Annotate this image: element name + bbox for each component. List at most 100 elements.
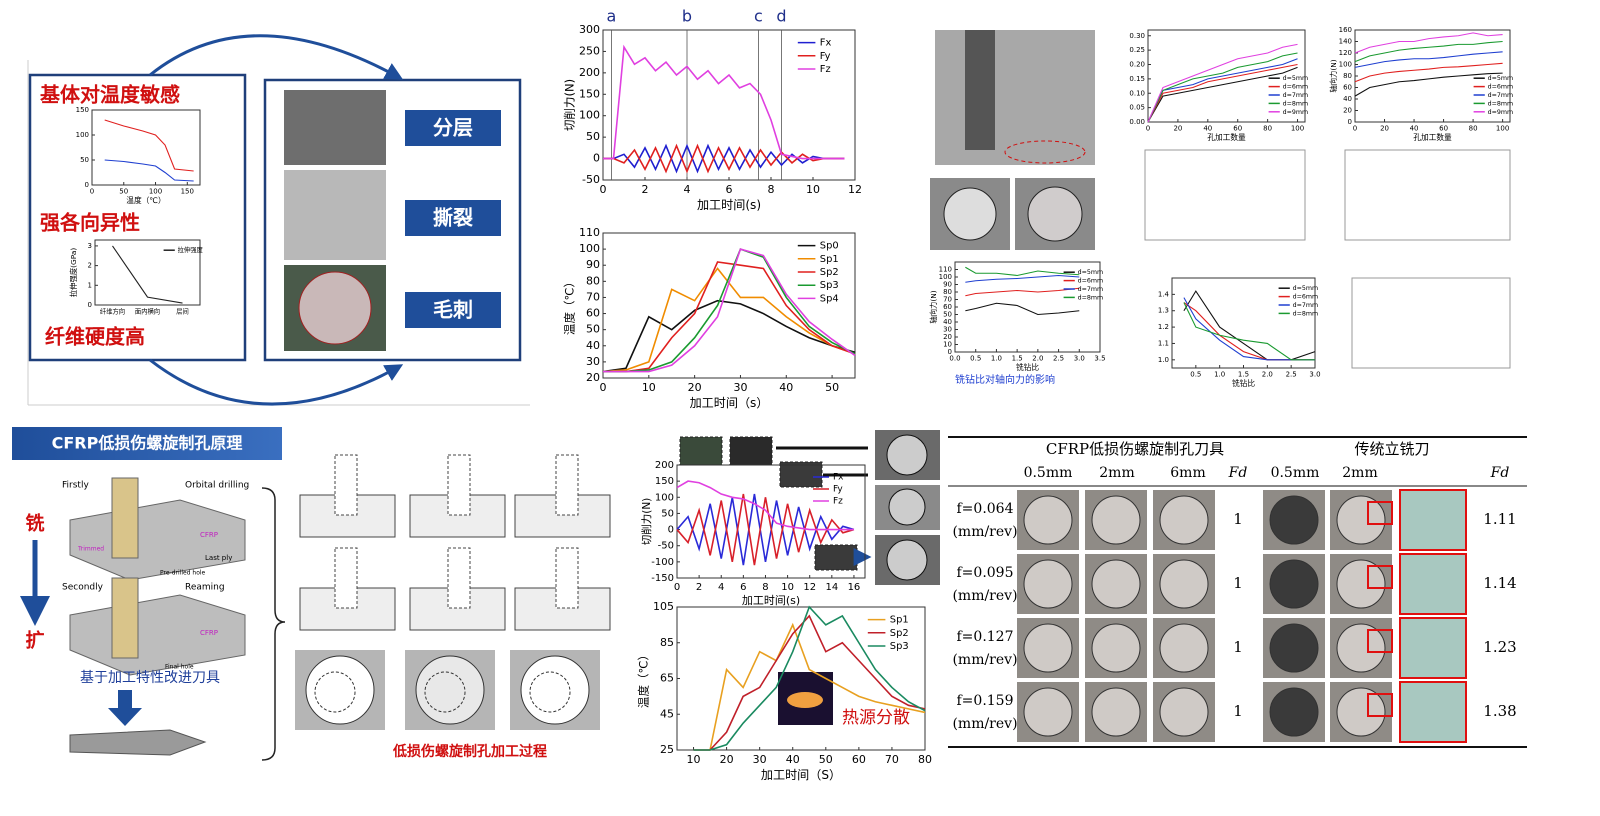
diagram-label: Pre-drilled hole [160,570,206,577]
chart-placeholder [1144,149,1306,241]
series-line [1354,32,1503,54]
x-tick-label: 2 [642,183,649,196]
damage-label: 毛刺 [433,298,473,322]
series-line [1147,58,1298,123]
series-line [676,480,854,531]
image-hole [298,271,372,345]
table: CFRP低损伤螺旋制孔刀具 传统立铣刀 0.5mm 2mm 6mm Fd 0.5mm 2mm F… [948,436,1527,748]
fd-value: 1.14 [1483,574,1516,592]
y-tick-label: 0 [948,348,952,356]
process-diagrams [295,454,611,730]
fd-value: 1.23 [1483,638,1516,656]
x-tick-label: 3.0 [1309,370,1320,378]
x-tick-label: 50 [825,381,839,394]
plot-frame [91,109,201,186]
y-tick-label: 0.05 [1129,104,1145,112]
hole [1023,559,1073,609]
table-column-header: 6mm [1170,465,1205,481]
section-title: CFRP低损伤螺旋制孔原理 [52,434,243,453]
y-tick-label: 45 [660,707,674,720]
legend-label: d=9mm [1488,109,1514,116]
y-tick-label: 100 [579,109,600,122]
x-tick-label: 80 [1263,124,1272,132]
pointer-arrow [776,446,868,557]
y-tick-label: 50 [586,323,600,336]
x-tick-label: 0 [1353,124,1357,132]
diagram-label: CFRP [200,531,218,539]
y-tick-label: 100 [579,242,600,255]
legend-label: Sp1 [890,615,909,626]
tool-image [69,729,207,756]
y-axis-label: 轴向力(N) [1329,59,1338,92]
zoom-box [1367,565,1393,589]
table-column-header: 2mm [1099,465,1134,481]
mark-ellipse [1004,140,1086,164]
y-tick-label: 90 [586,258,600,271]
x-axis-label: 加工时间（s） [690,396,769,410]
fd-value: 1 [1233,574,1243,592]
x-tick-label: 8 [762,582,768,593]
hole [1091,623,1141,673]
x-tick-label: 2.0 [1032,354,1043,362]
x-tick-label: 3.5 [1094,354,1105,362]
x-tick-label: 150 [181,187,194,195]
y-tick-label: 80 [1343,72,1352,80]
down-arrow [108,690,142,726]
diagram-tool [334,547,358,609]
series-line [965,274,1080,283]
x-tick-label: 10 [781,582,794,593]
diagram-hole [520,655,590,725]
table-column-header: 0.5mm [1271,465,1320,481]
series-line [965,302,1080,316]
feed-unit: (mm/rev) [952,588,1017,604]
hole [1091,559,1141,609]
x-tick-label: 70 [885,753,899,766]
x-tick-label: 20 [1173,124,1182,132]
y-tick-label: 1.3 [1158,307,1169,315]
series-line [112,245,183,304]
y-tick-label: 0 [88,301,92,309]
y-axis-label: 轴向力(N) [929,290,938,323]
x-tick-label: 80 [1469,124,1478,132]
diagram-tool [555,454,579,516]
legend-label: d=6mm [1283,84,1309,91]
hole [1159,687,1209,737]
x-axis-label: 加工时间(s) [697,198,761,212]
feature-box [28,73,247,362]
hole [1269,495,1319,545]
x-axis-label: 铣钻比 [1016,362,1039,372]
y-tick-label: 105 [653,600,674,613]
y-tick-label: 0 [1348,118,1352,126]
damage-label: 分层 [433,116,473,140]
series-line [104,119,194,172]
y-tick-label: 100 [655,492,674,503]
y-tick-label: 200 [655,460,674,471]
annotation: 热源分散 [842,708,910,728]
brace [261,487,286,761]
y-tick-label: 0 [85,181,89,189]
legend-label: Fx [820,38,832,49]
diagram-label: Reaming [185,583,225,593]
series-line [1147,66,1298,123]
hole [1023,687,1073,737]
series-line [1354,51,1503,68]
x-tick-label: 40 [786,753,800,766]
x-tick-label: 12 [803,582,816,593]
image-drill [965,30,995,150]
series-line [602,299,856,373]
hole [1336,623,1386,673]
series-line [1147,43,1298,123]
fd-value: 1.11 [1483,510,1516,528]
image-hole [943,187,997,241]
series-line [693,614,926,751]
hole [1269,559,1319,609]
series-line [965,266,1080,277]
image-hole [1027,186,1083,242]
y-tick-label: 50 [586,130,600,143]
x-tick-label: 2.0 [1262,370,1273,378]
y-tick-label: 30 [943,326,952,334]
y-tick-label: -50 [658,541,674,552]
diagram-tool [447,454,471,516]
x-tick-label: 面内横向 [135,306,160,315]
